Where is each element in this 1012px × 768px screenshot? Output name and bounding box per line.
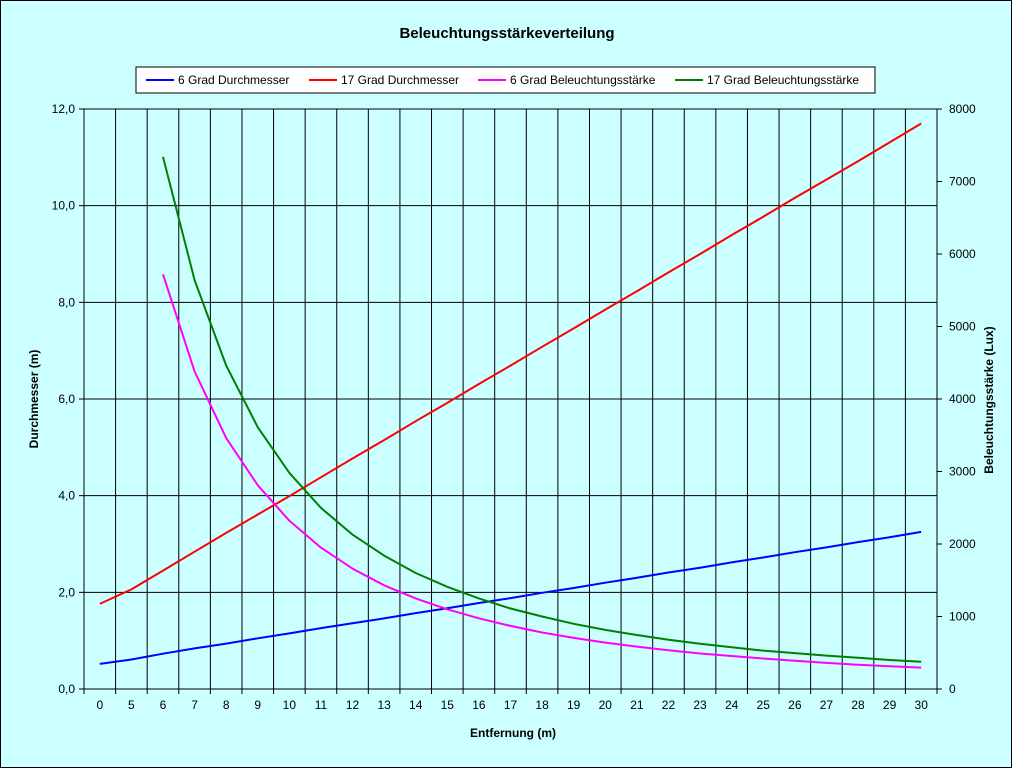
left-tick-label: 6,0 xyxy=(58,392,75,406)
x-tick-label: 24 xyxy=(725,698,739,712)
right-tick-label: 0 xyxy=(949,682,956,696)
x-tick-label: 10 xyxy=(283,698,297,712)
x-tick-label: 11 xyxy=(315,698,328,712)
legend-label: 17 Grad Durchmesser xyxy=(341,73,459,87)
left-tick-label: 2,0 xyxy=(58,585,75,599)
right-tick-label: 4000 xyxy=(949,392,976,406)
x-tick-label: 12 xyxy=(346,698,360,712)
legend-entry-17-grad-beleuchtungsstaerke: 17 Grad Beleuchtungsstärke xyxy=(675,73,859,87)
series-line-17-grad-durchmesser xyxy=(99,122,922,605)
legend-entry-6-grad-durchmesser: 6 Grad Durchmesser xyxy=(146,73,289,87)
left-tick-label: 10,0 xyxy=(52,199,76,213)
x-tick-label: 6 xyxy=(160,698,167,712)
x-tick-label: 21 xyxy=(630,698,644,712)
x-tick-label: 22 xyxy=(662,698,676,712)
right-tick-label: 5000 xyxy=(949,320,976,334)
legend-entry-6-grad-beleuchtungsstaerke: 6 Grad Beleuchtungsstärke xyxy=(478,73,656,87)
x-tick-label: 7 xyxy=(191,698,198,712)
x-tick-label: 5 xyxy=(128,698,135,712)
series-line-17-grad-beleuchtungsst-rke xyxy=(162,156,922,663)
y-axis-left-title: Durchmesser (m) xyxy=(27,350,41,449)
x-tick-label: 16 xyxy=(472,698,486,712)
left-tick-label: 12,0 xyxy=(52,102,76,116)
series-line-6-grad-beleuchtungsst-rke xyxy=(162,273,922,669)
right-tick-label: 3000 xyxy=(949,465,976,479)
x-tick-label: 25 xyxy=(757,698,771,712)
x-tick-label: 19 xyxy=(567,698,581,712)
right-tick-label: 1000 xyxy=(949,610,976,624)
right-tick-label: 8000 xyxy=(949,102,976,116)
x-tick-label: 28 xyxy=(851,698,865,712)
x-tick-label: 13 xyxy=(377,698,391,712)
x-tick-label: 0 xyxy=(96,698,103,712)
legend: 6 Grad Durchmesser 17 Grad Durchmesser 6… xyxy=(135,66,876,94)
y-axis-right-title: Beleuchtungsstärke (Lux) xyxy=(982,326,996,473)
legend-label: 6 Grad Beleuchtungsstärke xyxy=(510,73,656,87)
x-tick-label: 17 xyxy=(504,698,518,712)
right-tick-label: 7000 xyxy=(949,175,976,189)
left-tick-label: 8,0 xyxy=(58,295,75,309)
left-tick-label: 4,0 xyxy=(58,489,75,503)
legend-label: 6 Grad Durchmesser xyxy=(178,73,289,87)
x-tick-label: 18 xyxy=(535,698,549,712)
x-axis-ticks: 0 5 6 7 8 9 10 11 12 13 14 15 16 17 18 19 20 21 22 23 24 25 26… xyxy=(83,689,938,712)
legend-entry-17-grad-durchmesser: 17 Grad Durchmesser xyxy=(309,73,459,87)
x-tick-label: 8 xyxy=(223,698,230,712)
series-line-6-grad-durchmesser xyxy=(99,530,922,665)
left-axis-ticks: 0,0 2,0 4,0 6,0 8,0 10,0 12,0 xyxy=(52,102,84,696)
x-tick-label: 20 xyxy=(599,698,613,712)
x-tick-label: 26 xyxy=(788,698,802,712)
gridlines xyxy=(84,109,937,689)
x-tick-label: 9 xyxy=(254,698,261,712)
series-layer xyxy=(99,122,922,669)
x-tick-label: 29 xyxy=(883,698,897,712)
x-axis-title: Entfernung (m) xyxy=(470,726,556,740)
right-axis-ticks: 0 1000 2000 3000 4000 5000 6000 7000 8000 xyxy=(937,102,976,696)
x-tick-label: 14 xyxy=(409,698,423,712)
x-tick-label: 27 xyxy=(820,698,834,712)
x-tick-label: 15 xyxy=(441,698,455,712)
x-tick-label: 30 xyxy=(915,698,929,712)
left-tick-label: 0,0 xyxy=(58,682,75,696)
x-tick-label: 23 xyxy=(693,698,707,712)
legend-label: 17 Grad Beleuchtungsstärke xyxy=(707,73,859,87)
chart-title: Beleuchtungsstärkeverteilung xyxy=(399,25,614,42)
right-tick-label: 2000 xyxy=(949,537,976,551)
right-tick-label: 6000 xyxy=(949,247,976,261)
